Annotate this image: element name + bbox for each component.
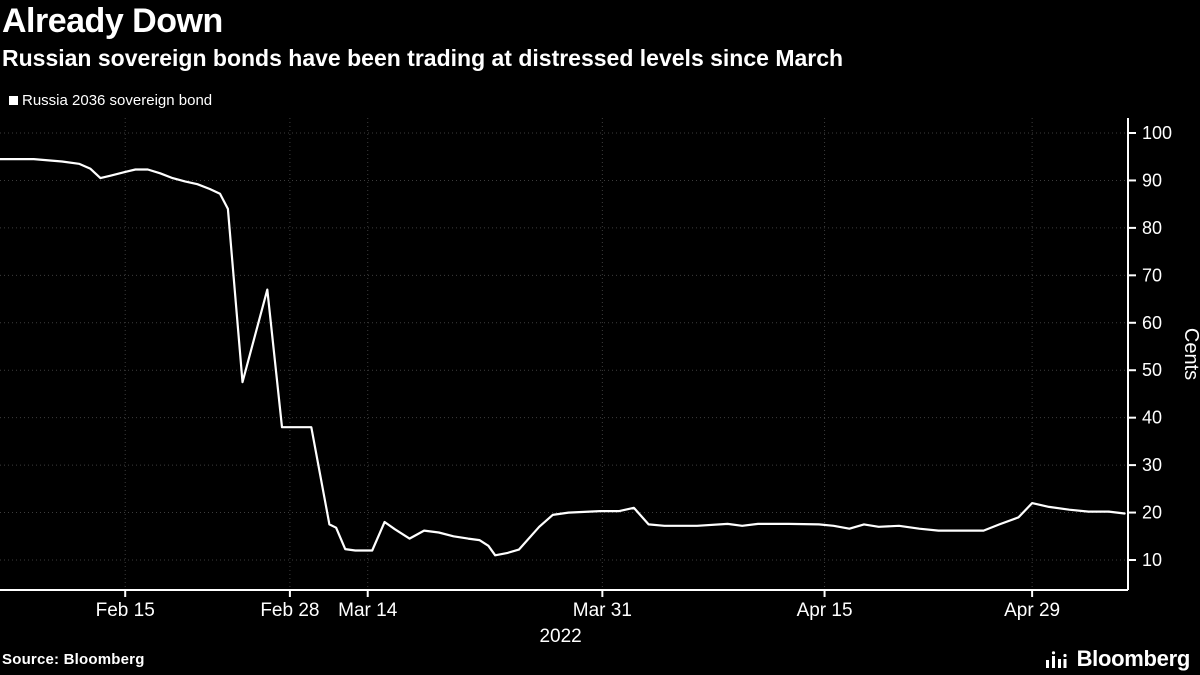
bloomberg-wordmark: Bloomberg xyxy=(1076,646,1191,671)
chart-title: Already Down xyxy=(2,2,223,40)
source-label: Source: Bloomberg xyxy=(2,651,145,668)
x-tick-label: Mar 14 xyxy=(338,600,398,621)
x-tick-label: Apr 29 xyxy=(1004,600,1060,621)
legend-swatch-icon xyxy=(9,96,18,105)
price-line xyxy=(0,158,1126,557)
bloomberg-chart-icon xyxy=(1045,651,1067,668)
y-tick-label: 10 xyxy=(1142,550,1162,570)
bloomberg-logo: Bloomberg xyxy=(1044,646,1190,672)
chart-subtitle: Russian sovereign bonds have been tradin… xyxy=(2,45,844,71)
y-tick-label: 60 xyxy=(1142,313,1162,333)
y-tick-label: 70 xyxy=(1142,265,1162,285)
x-tick-label: Mar 31 xyxy=(573,600,632,621)
legend-label: Russia 2036 sovereign bond xyxy=(22,92,213,109)
y-tick-label: 100 xyxy=(1142,123,1172,143)
y-tick-label: 40 xyxy=(1142,408,1162,428)
y-tick-label: 30 xyxy=(1142,455,1162,475)
x-tick-label: Feb 28 xyxy=(260,600,319,621)
y-tick-label: 50 xyxy=(1142,360,1162,380)
x-tick-label: Feb 15 xyxy=(96,600,155,621)
y-axis-title: Cents xyxy=(1180,328,1200,380)
y-tick-label: 80 xyxy=(1142,218,1162,238)
x-year-label: 2022 xyxy=(539,626,581,647)
x-tick-label: Apr 15 xyxy=(797,600,853,621)
y-tick-label: 90 xyxy=(1142,170,1162,190)
legend: Russia 2036 sovereign bond xyxy=(9,92,212,109)
y-tick-label: 20 xyxy=(1142,503,1162,523)
